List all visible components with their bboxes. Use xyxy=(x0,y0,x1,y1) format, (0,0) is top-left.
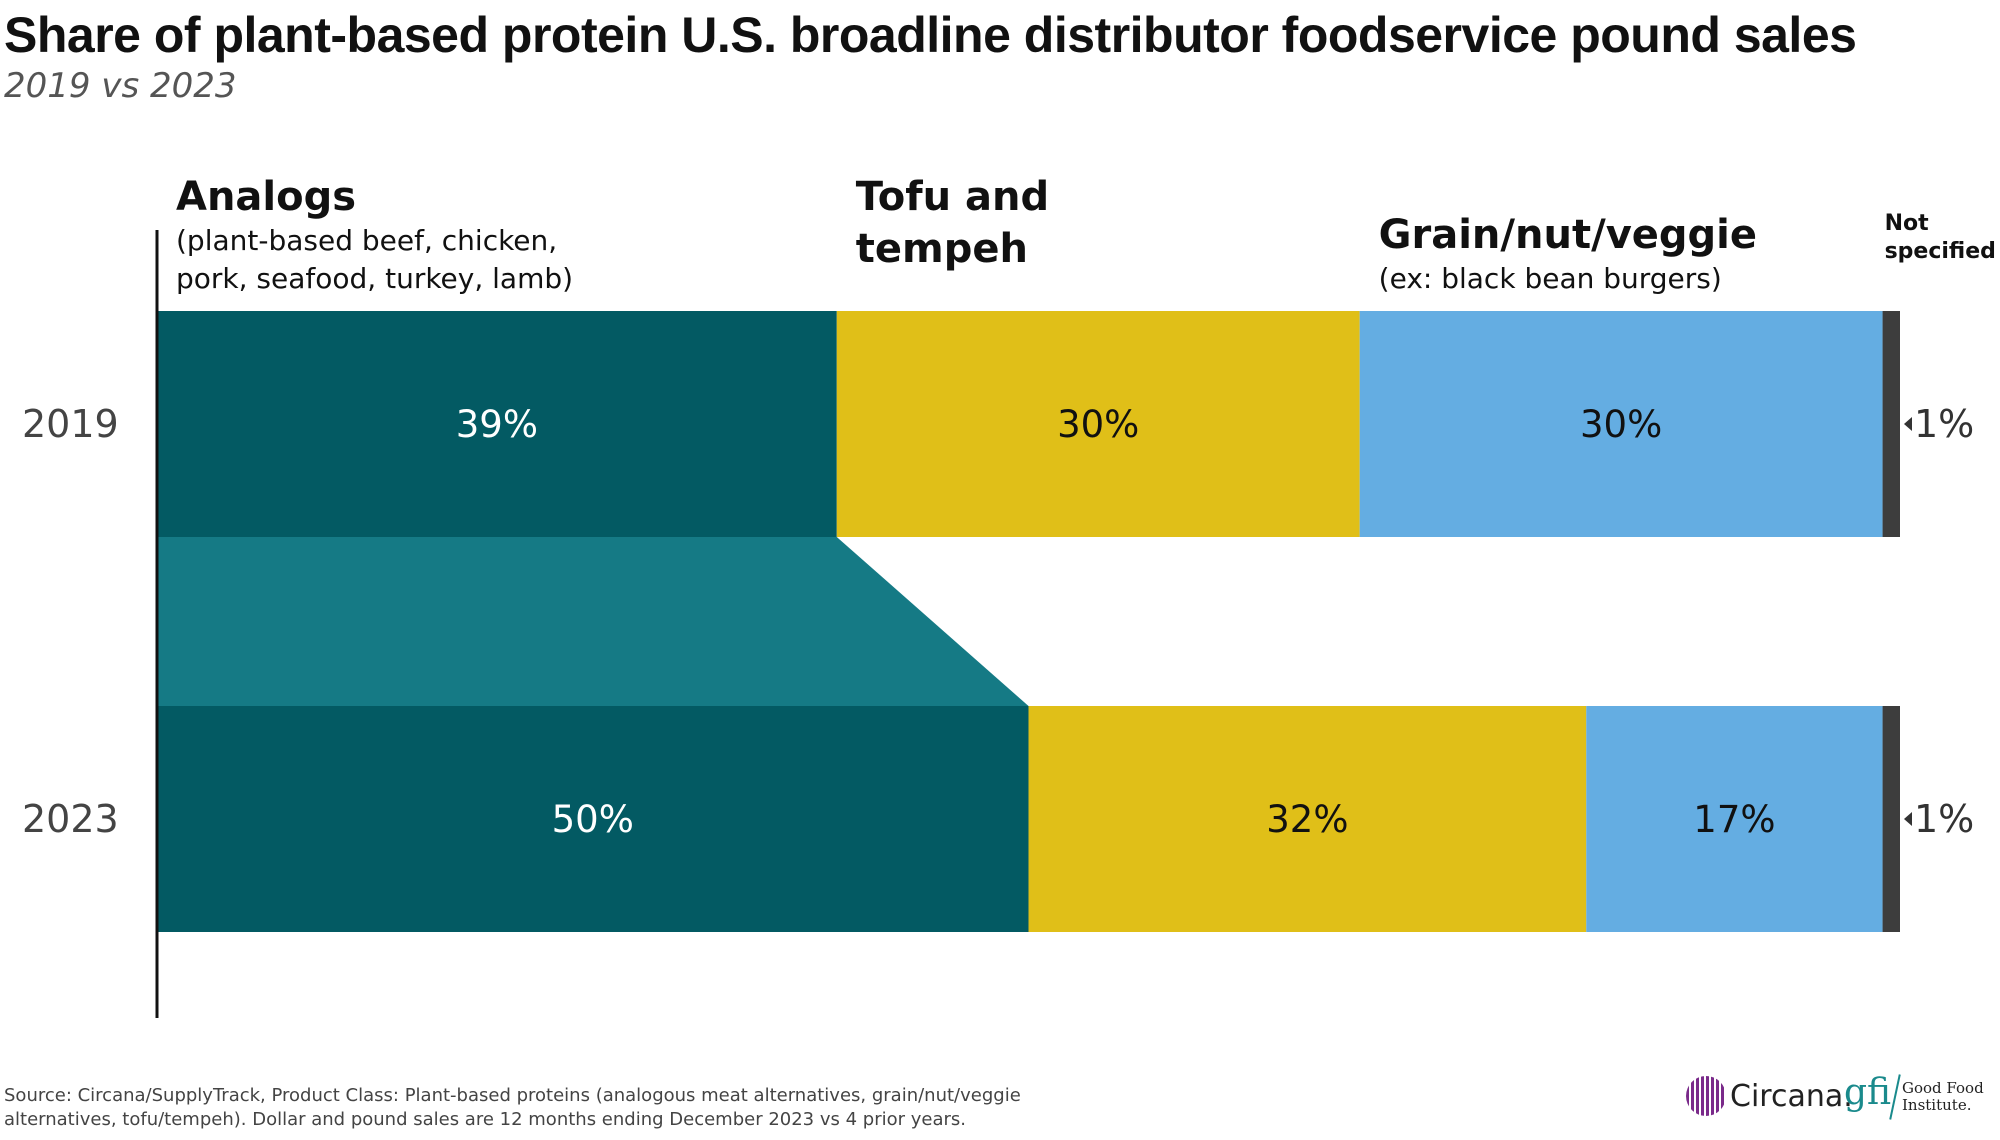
data-label-2019-series-2: 30% xyxy=(1580,403,1662,446)
source-note: Source: Circana/SupplyTrack, Product Cla… xyxy=(4,1085,1021,1130)
bar-2019-series-3 xyxy=(1882,311,1900,537)
bar-2019-series-1 xyxy=(836,311,1360,537)
circana-logo-text: Circana. xyxy=(1730,1078,1853,1114)
chart-subtitle: 2019 vs 2023 xyxy=(4,66,237,106)
series-title-3-line-0: Not xyxy=(1885,211,1930,236)
chart-title: Share of plant-based protein U.S. broadl… xyxy=(4,7,1857,63)
bar-2023-series-3 xyxy=(1882,706,1900,932)
series-subtitle-2-line-0: (ex: black bean burgers) xyxy=(1379,262,1722,295)
data-label-2019-series-0: 39% xyxy=(456,403,538,446)
data-label-2019-series-1: 30% xyxy=(1057,403,1139,446)
data-label-2023-series-1: 32% xyxy=(1266,798,1348,841)
series-title-1-line-0: Tofu and xyxy=(856,174,1049,220)
series-title-3-line-1: specified xyxy=(1885,239,1996,264)
stacked-bar-chart: 39% 30% 30% 1% 2019 50% 32% 17% 1% 2023 Analogs (pl… xyxy=(22,174,1996,1018)
logos: Circana. gfi Good Food Institute. xyxy=(1686,1068,1986,1128)
data-label-2023-series-0: 50% xyxy=(552,798,634,841)
gfi-logo-text: gfi xyxy=(1844,1072,1892,1113)
category-label-2023: 2023 xyxy=(22,797,119,841)
series-subtitle-0-line-1: pork, seafood, turkey, lamb) xyxy=(176,262,573,295)
data-label-2023-series-3: 1% xyxy=(1914,797,1974,841)
series-title-0-line-0: Analogs xyxy=(176,174,356,220)
series-title-1-line-1: tempeh xyxy=(856,226,1028,272)
gfi-logo-name: Good Food Institute. xyxy=(1902,1079,1984,1114)
bar-2023-series-0 xyxy=(157,706,1029,932)
bar-2019-series-2 xyxy=(1359,311,1883,537)
data-label-2019-series-3: 1% xyxy=(1914,402,1974,446)
pointer-2019-series-3 xyxy=(1904,417,1912,431)
bar-2019-series-0 xyxy=(157,311,837,537)
series-subtitle-0-line-0: (plant-based beef, chicken, xyxy=(176,224,557,257)
data-label-2023-series-2: 17% xyxy=(1693,798,1775,841)
bar-2023-series-1 xyxy=(1028,706,1587,932)
bar-2023-series-2 xyxy=(1586,706,1883,932)
circana-logo-icon xyxy=(1686,1076,1726,1116)
circana-logo: Circana. xyxy=(1686,1076,1853,1116)
category-label-2019: 2019 xyxy=(22,402,119,446)
series-title-2-line-0: Grain/nut/veggie xyxy=(1379,212,1757,258)
pointer-2023-series-3 xyxy=(1904,812,1912,826)
analogs-shift-connector xyxy=(157,537,1029,706)
